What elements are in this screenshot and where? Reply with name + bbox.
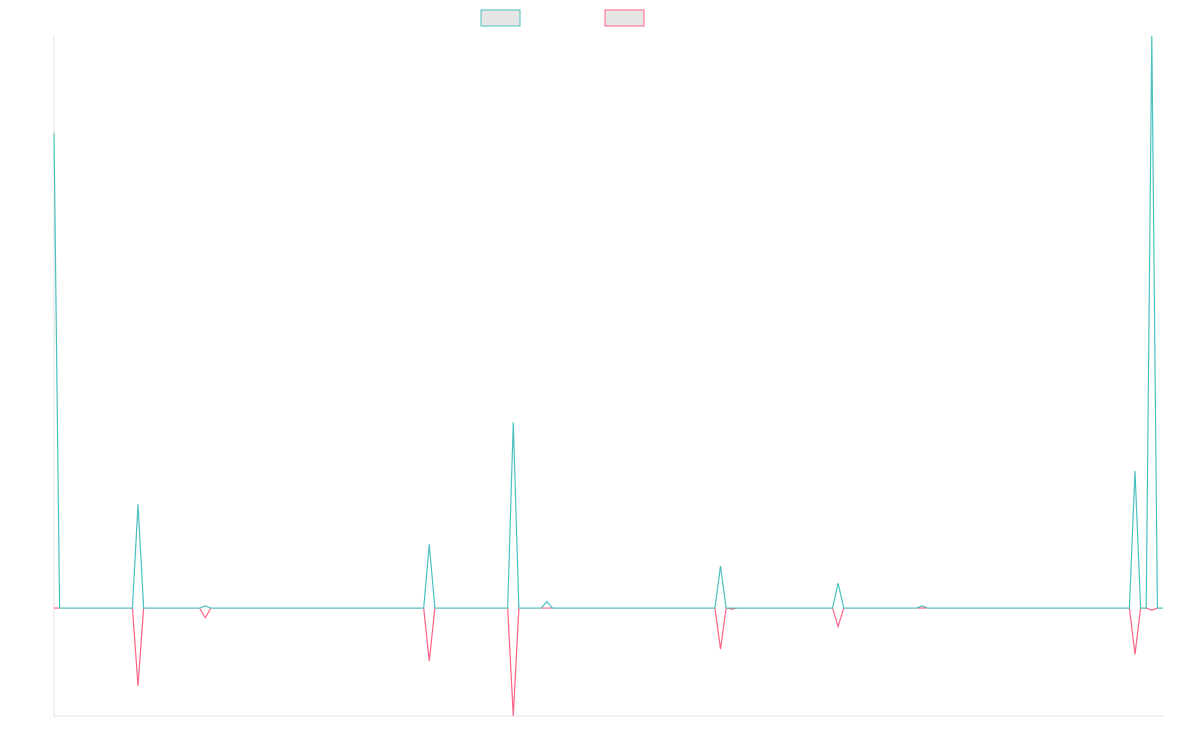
legend-swatch-1[interactable]: [480, 9, 521, 27]
series-line-1: [53, 35, 1163, 609]
series-layer: [53, 35, 1163, 717]
legend[interactable]: [480, 9, 645, 27]
legend-swatch-2[interactable]: [604, 9, 645, 27]
series-line-2: [54, 607, 1163, 717]
